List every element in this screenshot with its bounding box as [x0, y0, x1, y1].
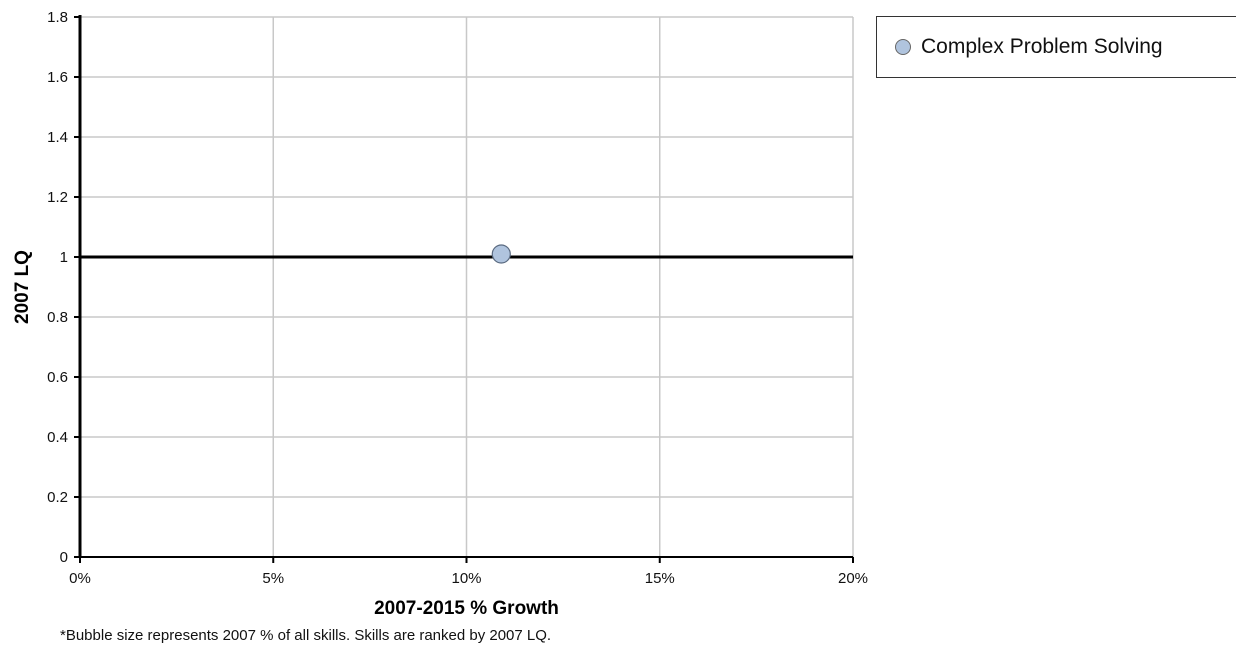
x-tick-label: 5%	[262, 570, 284, 587]
x-tick-label: 20%	[838, 570, 868, 587]
y-tick-label: 1	[60, 249, 68, 266]
legend-label: Complex Problem Solving	[921, 35, 1163, 58]
y-tick-label: 0	[60, 549, 68, 566]
y-axis-title: 2007 LQ	[12, 250, 33, 324]
footnote: *Bubble size represents 2007 % of all sk…	[60, 627, 552, 644]
y-tick-label: 1.4	[47, 129, 68, 146]
y-tick-label: 0.2	[47, 489, 68, 506]
grid-lines	[80, 16, 854, 557]
tick-labels: 0 0.2 0.4 0.6 0.8 1 1.2 1.4 1.6 1.8 0% 5% 10% 15% 20%	[47, 9, 868, 587]
bubble-point	[491, 244, 511, 264]
legend-swatch-complex-problem-solving	[895, 39, 911, 55]
axes	[74, 15, 854, 563]
x-tick-label: 0%	[69, 570, 91, 587]
x-tick-label: 10%	[451, 570, 481, 587]
bubble-chart: 00.20.40.60.811.21.41.61.80% 5% 10% 15% 20% …	[12, 9, 868, 619]
y-tick-label: 1.6	[47, 69, 68, 86]
data-points	[491, 244, 511, 264]
y-tick-label: 1.8	[47, 9, 68, 26]
x-tick-label: 15%	[645, 570, 675, 587]
y-tick-label: 1.2	[47, 189, 68, 206]
y-tick-label: 0.6	[47, 369, 68, 386]
x-axis-title: 2007-2015 % Growth	[374, 598, 559, 619]
y-tick-label: 0.8	[47, 309, 68, 326]
legend: Complex Problem Solving	[876, 16, 1236, 78]
y-tick-label: 0.4	[47, 429, 68, 446]
